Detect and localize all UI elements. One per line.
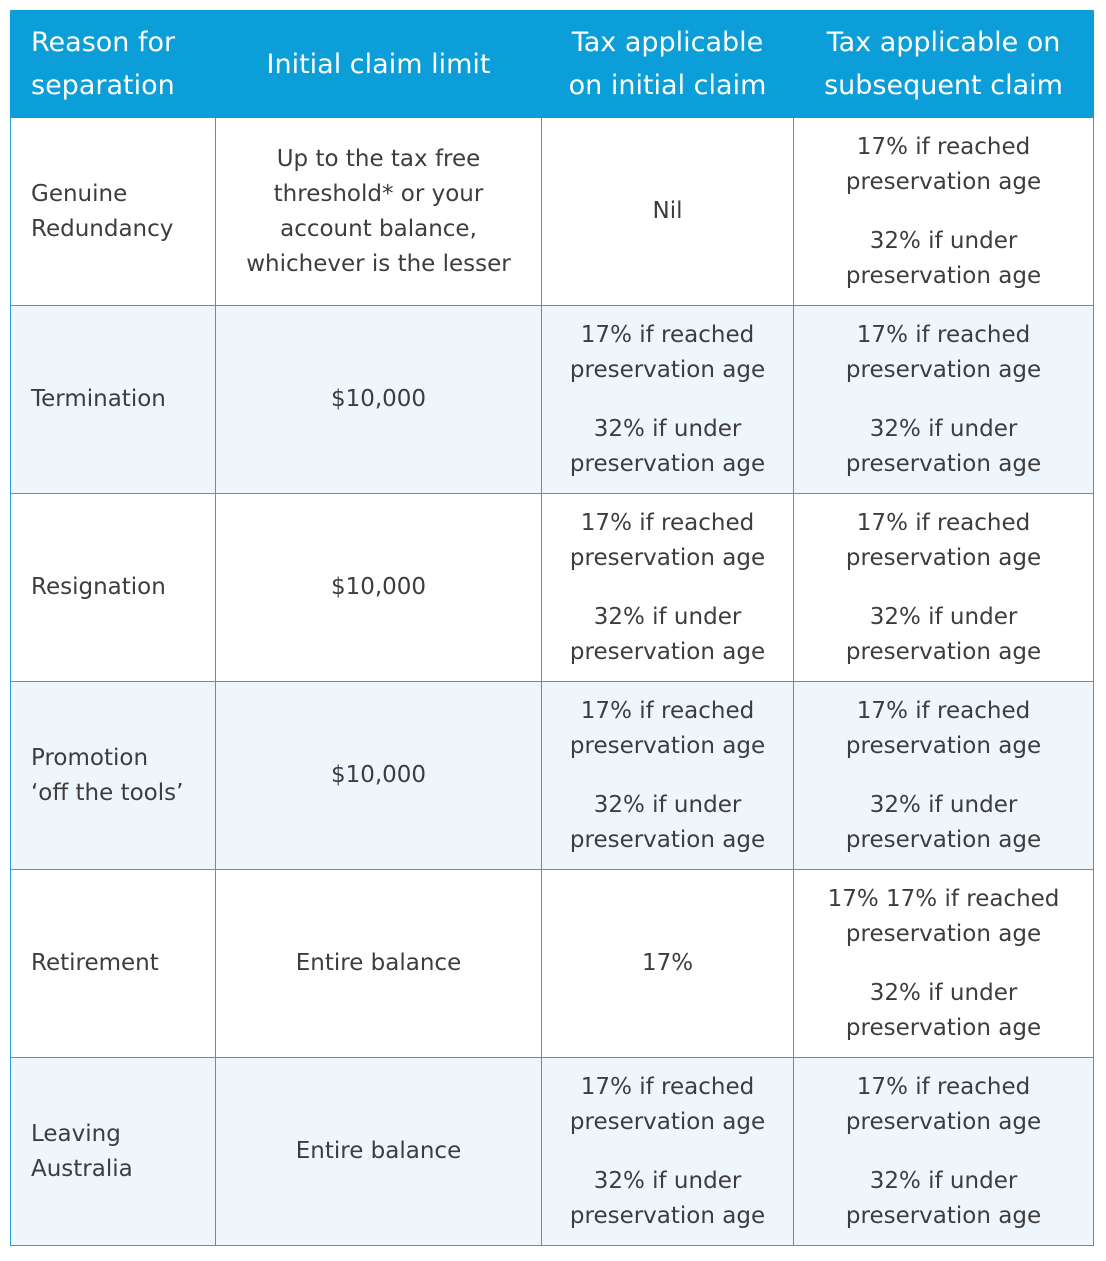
initial-limit-cell: Entire balance <box>215 869 542 1058</box>
separation-tax-table: Reason for separation Initial claim limi… <box>10 10 1094 1246</box>
tax-initial-text: 17% if reached preservation age <box>569 509 766 571</box>
table-row: Promotion ‘off the tools’ $10,000 17% if r… <box>10 681 1094 870</box>
table-header: Reason for separation Initial claim limi… <box>10 10 1094 118</box>
reason-text: Retirement <box>31 950 159 976</box>
tax-subsequent-cell: 17% if reached preservation age 32% if un… <box>793 493 1094 682</box>
tax-subsequent-text: 17% if reached preservation age <box>845 697 1042 759</box>
initial-limit-cell: Entire balance <box>215 1057 542 1246</box>
tax-initial-cell: 17% if reached preservation age 32% if un… <box>541 493 794 682</box>
tax-initial-cell: 17% <box>541 869 794 1058</box>
tax-subsequent-text: 32% if under preservation age <box>845 791 1042 853</box>
tax-subsequent-text: 32% if under preservation age <box>845 603 1042 665</box>
separation-tax-table-wrapper: Reason for separation Initial claim limi… <box>10 10 1094 1246</box>
reason-text: Genuine Redundancy <box>31 180 174 242</box>
reason-cell: Genuine Redundancy <box>10 117 216 306</box>
reason-text: Promotion ‘off the tools’ <box>31 744 184 806</box>
tax-initial-cell: 17% if reached preservation age 32% if un… <box>541 1057 794 1246</box>
initial-limit-cell: $10,000 <box>215 305 542 494</box>
tax-initial-text: 32% if under preservation age <box>569 791 766 853</box>
initial-limit-text: $10,000 <box>330 762 427 788</box>
tax-initial-text: 17% <box>641 950 694 976</box>
tax-subsequent-text: 32% if under preservation age <box>845 979 1042 1041</box>
header-reason: Reason for separation <box>10 10 216 118</box>
reason-cell: Promotion ‘off the tools’ <box>10 681 216 870</box>
tax-initial-text: Nil <box>652 198 683 224</box>
reason-cell: Resignation <box>10 493 216 682</box>
header-initial-limit: Initial claim limit <box>215 10 542 118</box>
table-body: Genuine Redundancy Up to the tax free thr… <box>10 117 1094 1246</box>
header-tax-initial: Tax applicable on initial claim <box>541 10 794 118</box>
reason-cell: Leaving Australia <box>10 1057 216 1246</box>
tax-subsequent-text: 32% if under preservation age <box>845 1167 1042 1229</box>
reason-cell: Retirement <box>10 869 216 1058</box>
tax-subsequent-cell: 17% if reached preservation age 32% if un… <box>793 117 1094 306</box>
reason-cell: Termination <box>10 305 216 494</box>
tax-initial-text: 32% if under preservation age <box>569 1167 766 1229</box>
initial-limit-text: Entire balance <box>295 950 462 976</box>
initial-limit-text: Entire balance <box>295 1138 462 1164</box>
table-row: Leaving Australia Entire balance 17% if re… <box>10 1057 1094 1246</box>
tax-subsequent-text: 17% 17% if reached preservation age <box>827 885 1060 947</box>
tax-initial-text: 17% if reached preservation age <box>569 1073 766 1135</box>
tax-subsequent-text: 17% if reached preservation age <box>845 509 1042 571</box>
tax-subsequent-text: 32% if under preservation age <box>845 227 1042 289</box>
tax-subsequent-text: 17% if reached preservation age <box>845 133 1042 195</box>
tax-initial-cell: 17% if reached preservation age 32% if un… <box>541 305 794 494</box>
tax-subsequent-cell: 17% if reached preservation age 32% if un… <box>793 305 1094 494</box>
initial-limit-cell: $10,000 <box>215 493 542 682</box>
tax-initial-text: 17% if reached preservation age <box>569 697 766 759</box>
table-row: Resignation $10,000 17% if reached preserv… <box>10 493 1094 682</box>
table-row: Termination $10,000 17% if reached preserv… <box>10 305 1094 494</box>
header-tax-subsequent: Tax applicable on subsequent claim <box>793 10 1094 118</box>
tax-subsequent-cell: 17% 17% if reached preservation age 32% i… <box>793 869 1094 1058</box>
tax-subsequent-text: 32% if under preservation age <box>845 415 1042 477</box>
tax-subsequent-cell: 17% if reached preservation age 32% if un… <box>793 681 1094 870</box>
initial-limit-cell: $10,000 <box>215 681 542 870</box>
tax-subsequent-cell: 17% if reached preservation age 32% if un… <box>793 1057 1094 1246</box>
tax-initial-text: 32% if under preservation age <box>569 603 766 665</box>
header-row: Reason for separation Initial claim limi… <box>10 10 1094 118</box>
reason-text: Termination <box>31 386 166 412</box>
tax-initial-text: 32% if under preservation age <box>569 415 766 477</box>
table-row: Genuine Redundancy Up to the tax free thr… <box>10 117 1094 306</box>
tax-initial-cell: Nil <box>541 117 794 306</box>
initial-limit-text: $10,000 <box>330 386 427 412</box>
initial-limit-cell: Up to the tax free threshold* or your ac… <box>215 117 542 306</box>
tax-initial-cell: 17% if reached preservation age 32% if un… <box>541 681 794 870</box>
table-row: Retirement Entire balance 17% 17% 17% if re… <box>10 869 1094 1058</box>
tax-initial-text: 17% if reached preservation age <box>569 321 766 383</box>
reason-text: Resignation <box>31 574 166 600</box>
reason-text: Leaving Australia <box>31 1120 133 1182</box>
initial-limit-text: Up to the tax free threshold* or your ac… <box>246 145 511 277</box>
tax-subsequent-text: 17% if reached preservation age <box>845 321 1042 383</box>
initial-limit-text: $10,000 <box>330 574 427 600</box>
tax-subsequent-text: 17% if reached preservation age <box>845 1073 1042 1135</box>
